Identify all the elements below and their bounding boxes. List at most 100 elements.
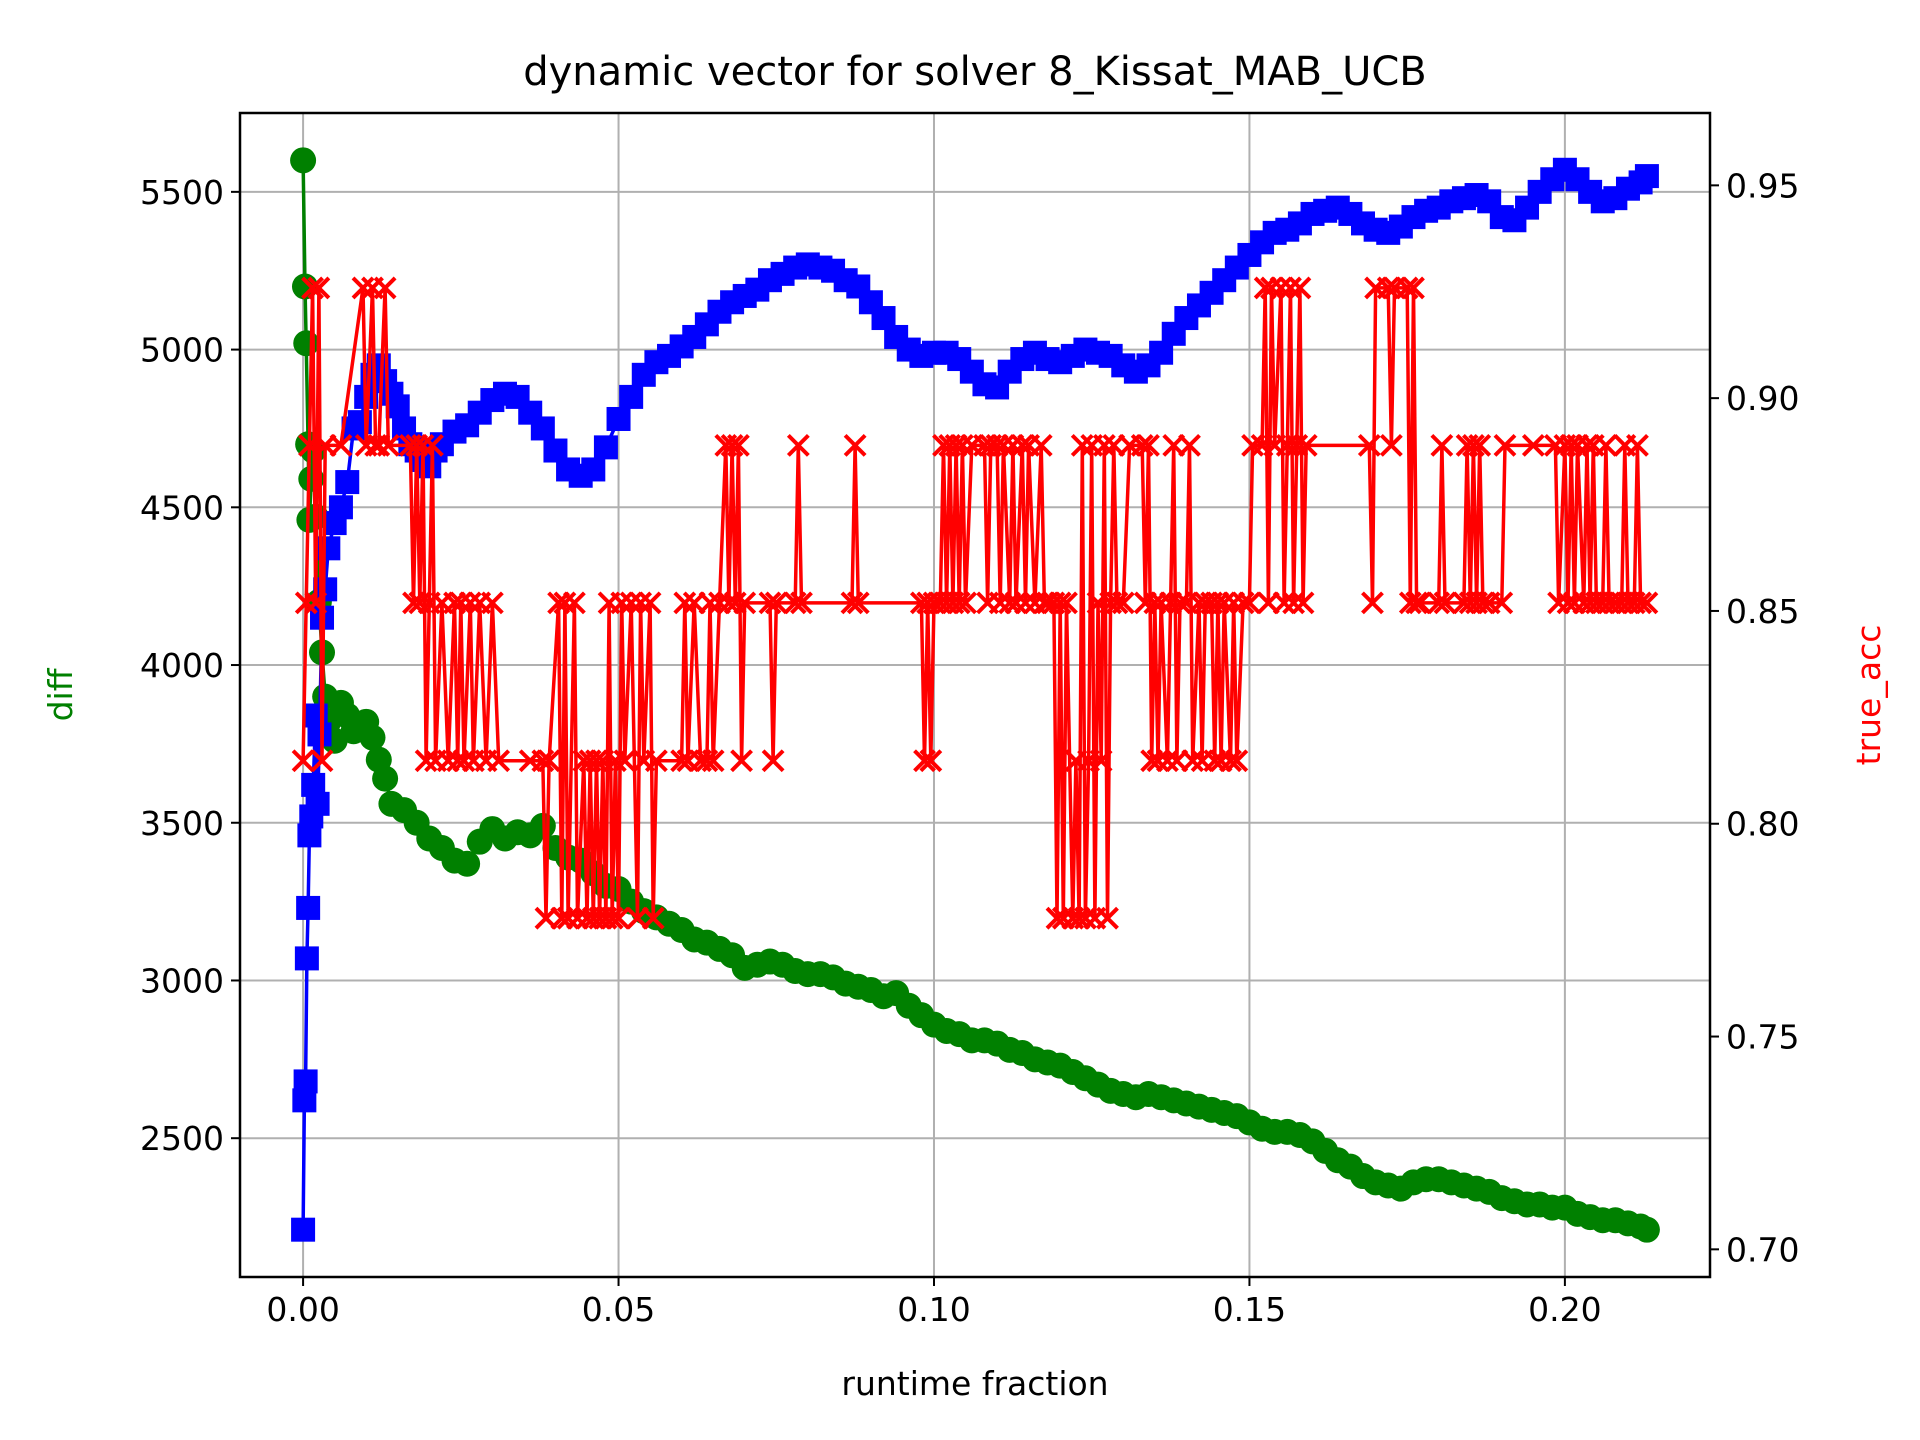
y-right-tick-label: 0.85 (1726, 592, 1799, 631)
data-point-true_acc (1575, 433, 1599, 457)
data-point-true_acc (1493, 433, 1517, 457)
data-point-true_acc (846, 591, 870, 615)
y-tick-label: 4500 (140, 488, 224, 527)
data-point-true_acc (1096, 906, 1119, 930)
x-tick-label: 0.15 (1213, 1290, 1286, 1329)
data-point-blue_series (1634, 164, 1659, 189)
data-point-true_acc (607, 906, 630, 930)
y-right-tick-label: 0.90 (1726, 379, 1799, 418)
data-point-true_acc (1294, 433, 1318, 457)
data-point-true_acc (600, 906, 624, 930)
data-point-true_acc (1029, 433, 1053, 457)
data-point-true_acc (761, 749, 785, 773)
data-point-true_acc (310, 749, 334, 773)
data-point-true_acc (730, 749, 753, 773)
data-point-true_acc (1357, 433, 1381, 457)
data-point-diff (1633, 1216, 1660, 1243)
data-point-true_acc (1149, 591, 1173, 615)
data-point-true_acc (1181, 749, 1205, 773)
data-point-true_acc (947, 591, 971, 615)
data-point-true_acc (414, 749, 438, 773)
y-right-tick-label: 0.70 (1726, 1230, 1799, 1269)
data-point-true_acc (1427, 591, 1451, 615)
data-point-true_acc (373, 276, 397, 300)
data-point-true_acc (1004, 591, 1028, 615)
data-point-true_acc (1405, 591, 1429, 615)
data-point-true_acc (1156, 749, 1179, 773)
data-point-true_acc (1275, 433, 1299, 457)
data-point-true_acc (638, 591, 662, 615)
data-point-true_acc (1092, 433, 1116, 457)
data-point-true_acc (367, 433, 391, 457)
data-point-true_acc (954, 591, 977, 615)
chart-title: dynamic vector for solver 8_Kissat_MAB_U… (523, 49, 1427, 95)
data-point-true_acc (720, 433, 744, 457)
data-point-true_acc (610, 591, 634, 615)
data-point-true_acc (556, 906, 580, 930)
data-point-true_acc (1430, 433, 1454, 457)
y-right-tick-label: 0.95 (1726, 166, 1799, 205)
data-point-true_acc (1241, 433, 1265, 457)
data-point-true_acc (1219, 749, 1242, 773)
data-point-true_acc (1073, 906, 1097, 930)
data-point-blue_series (328, 495, 353, 520)
data-point-true_acc (351, 276, 375, 300)
data-point-true_acc (1468, 433, 1492, 457)
data-point-true_acc (670, 749, 694, 773)
data-point-blue_series (530, 416, 555, 441)
y-right-tick-label: 0.75 (1726, 1018, 1799, 1057)
data-point-true_acc (1238, 591, 1261, 615)
data-point-true_acc (1105, 591, 1129, 615)
data-point-true_acc (1461, 433, 1485, 457)
data-point-true_acc (1291, 591, 1315, 615)
data-point-true_acc (1168, 591, 1192, 615)
y-tick-label: 5500 (140, 173, 224, 212)
data-point-true_acc (1231, 591, 1255, 615)
data-point-true_acc (613, 749, 637, 773)
data-point-true_acc (304, 591, 328, 615)
data-point-true_acc (301, 276, 324, 300)
series-true_acc (291, 276, 1659, 930)
data-point-true_acc (1376, 276, 1400, 300)
data-point-true_acc (1055, 591, 1078, 615)
data-point-true_acc (531, 749, 555, 773)
data-point-true_acc (950, 433, 974, 457)
data-point-true_acc (1269, 276, 1293, 300)
data-point-diff (372, 765, 399, 792)
data-point-true_acc (1361, 591, 1384, 615)
data-point-true_acc (1288, 276, 1312, 300)
data-point-true_acc (758, 591, 782, 615)
data-point-true_acc (619, 591, 643, 615)
data-point-diff (454, 850, 481, 877)
data-point-blue_series (335, 470, 360, 495)
plot-area (290, 147, 1660, 1243)
data-point-true_acc (843, 433, 867, 457)
data-point-true_acc (1379, 433, 1403, 457)
data-point-true_acc (1395, 276, 1419, 300)
data-point-blue_series (293, 1069, 318, 1094)
data-point-true_acc (786, 433, 810, 457)
x-axis-ticks: 0.00 0.05 0.10 0.15 0.20 (266, 1277, 1602, 1329)
data-point-blue_series (619, 384, 644, 409)
data-point-true_acc (723, 591, 747, 615)
data-point-true_acc (1146, 749, 1170, 773)
y-axis-left-label: diff (41, 667, 80, 721)
data-point-true_acc (1408, 591, 1432, 615)
y-tick-label: 5000 (140, 331, 224, 370)
y-tick-label: 3500 (140, 804, 224, 843)
data-point-true_acc (1178, 433, 1201, 457)
data-point-true_acc (1137, 433, 1160, 457)
data-point-blue_series (606, 406, 631, 431)
data-point-true_acc (458, 591, 482, 615)
data-point-true_acc (1521, 433, 1545, 457)
data-point-true_acc (1594, 433, 1618, 457)
data-point-true_acc (1402, 276, 1425, 300)
y-axis-left-ticks: 2500 3000 3500 4000 4500 5000 5500 (140, 173, 240, 1158)
data-point-true_acc (1111, 591, 1135, 615)
data-point-diff (359, 724, 386, 751)
data-point-true_acc (1471, 591, 1495, 615)
data-point-true_acc (294, 591, 318, 615)
data-point-true_acc (629, 591, 653, 615)
data-point-true_acc (449, 591, 473, 615)
